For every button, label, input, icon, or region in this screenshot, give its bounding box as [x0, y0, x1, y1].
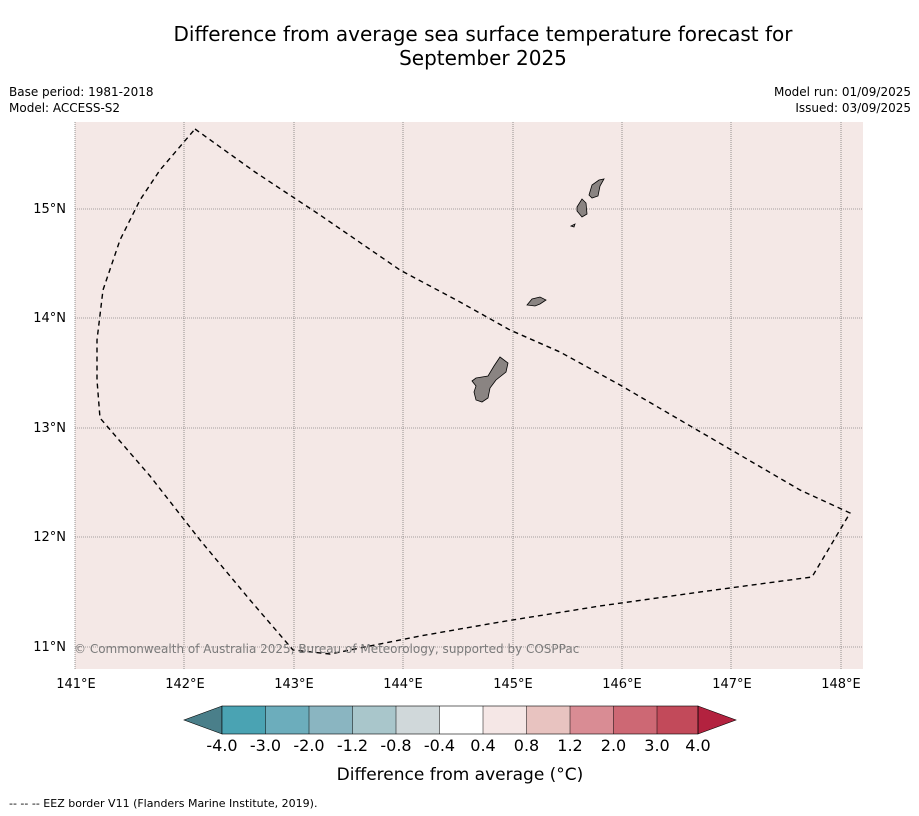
cb-tick-10: 3.0 — [644, 736, 669, 755]
metadata-right: Model run: 01/09/2025 Issued: 03/09/2025 — [774, 84, 911, 116]
gridlines — [75, 122, 863, 669]
colorbar-tick-labels: -4.0 -3.0 -2.0 -1.2 -0.8 -0.4 0.4 0.8 1.… — [206, 736, 710, 755]
issued-text: Issued: 03/09/2025 — [795, 101, 911, 115]
cb-tick-7: 0.8 — [514, 736, 539, 755]
colorbar-cell-6 — [439, 706, 483, 734]
cb-tick-11: 4.0 — [685, 736, 710, 755]
model-run-text: Model run: 01/09/2025 — [773, 85, 911, 99]
cb-tick-1: -3.0 — [250, 736, 281, 755]
saipan-island — [588, 178, 605, 199]
colorbar-cell-9 — [570, 706, 614, 734]
cb-tick-5: -0.4 — [424, 736, 455, 755]
lon-label-147: 147°E — [712, 677, 752, 692]
cb-tick-6: 0.4 — [470, 736, 495, 755]
cb-tick-0: -4.0 — [206, 736, 237, 755]
colorbar: -4.0 -3.0 -2.0 -1.2 -0.8 -0.4 0.4 0.8 1.… — [183, 705, 737, 785]
lat-label-11: 11°N — [33, 640, 66, 655]
lat-label-15: 15°N — [33, 202, 66, 217]
cb-tick-3: -1.2 — [337, 736, 368, 755]
map-title: Difference from average sea surface temp… — [0, 22, 919, 70]
cb-tick-9: 2.0 — [601, 736, 626, 755]
eez-border — [96, 128, 851, 655]
title-line-1: Difference from average sea surface temp… — [173, 22, 793, 46]
colorbar-cell-8 — [526, 706, 570, 734]
lat-label-13: 13°N — [33, 421, 66, 436]
title-line-2: September 2025 — [399, 46, 567, 70]
cb-tick-8: 1.2 — [557, 736, 582, 755]
colorbar-label: Difference from average (°C) — [337, 765, 584, 785]
guam-island — [471, 356, 509, 403]
lon-label-144: 144°E — [383, 677, 423, 692]
colorbar-cell-2 — [265, 706, 309, 734]
colorbar-cell-0 — [183, 705, 223, 735]
model-text: Model: ACCESS-S2 — [9, 101, 121, 115]
colorbar-cell-4 — [352, 706, 396, 734]
map-panel — [75, 122, 863, 669]
rota-island — [526, 296, 547, 307]
cb-tick-4: -0.8 — [380, 736, 411, 755]
longitude-labels: 141°E 142°E 143°E 144°E 145°E 146°E 147°… — [56, 677, 861, 692]
latitude-labels: 15°N 14°N 13°N 12°N 11°N — [33, 202, 66, 655]
colorbar-cell-11 — [657, 706, 698, 734]
colorbar-frame — [221, 705, 699, 735]
lat-label-12: 12°N — [33, 530, 66, 545]
colorbar-cell-7 — [483, 706, 527, 734]
aguijan-island — [569, 223, 576, 228]
colorbar-cell-10 — [613, 706, 657, 734]
lon-label-143: 143°E — [274, 677, 314, 692]
lon-label-145: 145°E — [493, 677, 533, 692]
cb-tick-2: -2.0 — [293, 736, 324, 755]
islands — [471, 178, 605, 403]
eez-legend-footnote: -- -- -- EEZ border V11 (Flanders Marine… — [9, 797, 318, 810]
lon-label-148: 148°E — [821, 677, 861, 692]
lon-label-141: 141°E — [56, 677, 96, 692]
colorbar-cell-1 — [222, 706, 266, 734]
colorbar-cell-3 — [309, 706, 353, 734]
colorbar-cell-5 — [396, 706, 440, 734]
colorbar-dividers — [265, 706, 658, 734]
base-period-text: Base period: 1981-2018 — [9, 85, 154, 99]
colorbar-cell-12 — [697, 705, 737, 735]
tinian-island — [576, 198, 588, 218]
lon-label-142: 142°E — [165, 677, 205, 692]
lon-label-146: 146°E — [602, 677, 642, 692]
copyright-text: © Commonwealth of Australia 2025, Bureau… — [74, 642, 579, 656]
metadata-left: Base period: 1981-2018 Model: ACCESS-S2 — [9, 84, 154, 116]
lat-label-14: 14°N — [33, 311, 66, 326]
